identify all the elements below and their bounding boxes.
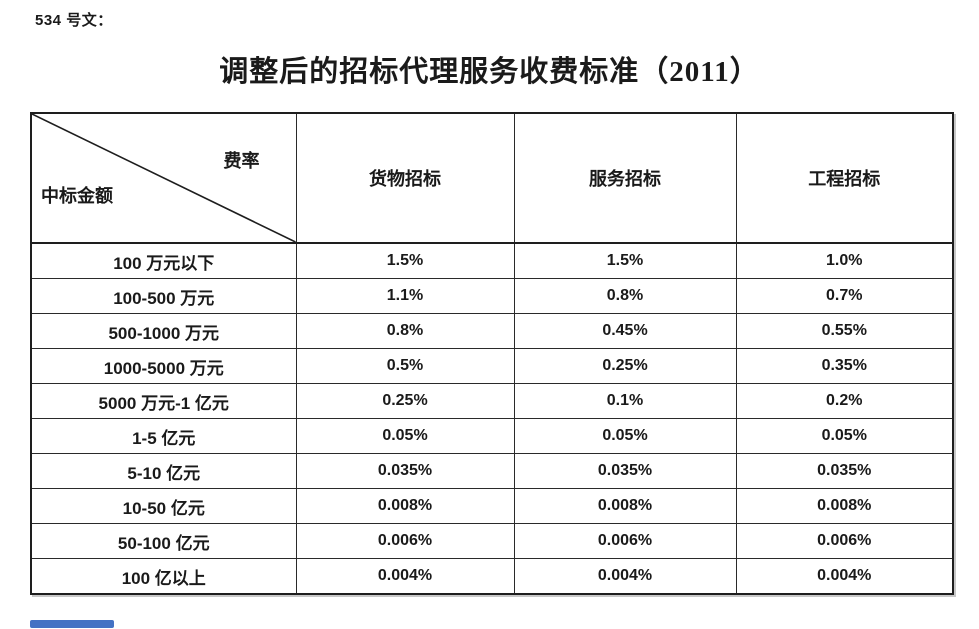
services-rate-cell: 0.8% [513, 278, 737, 314]
engineering-rate-cell: 0.7% [735, 278, 954, 314]
amount-tier-cell: 5000 万元-1 亿元 [30, 383, 297, 419]
goods-rate-cell: 0.25% [295, 383, 515, 419]
diagonal-divider-line [32, 114, 296, 242]
table-row: 100 万元以下 1.5% 1.5% 1.0% [30, 242, 954, 279]
doc-number: 534 号文： [35, 12, 113, 29]
services-rate-cell: 0.035% [513, 453, 737, 489]
table-row: 500-1000 万元 0.8% 0.45% 0.55% [30, 313, 954, 349]
goods-rate-cell: 1.5% [295, 242, 515, 279]
amount-tier-cell: 500-1000 万元 [30, 313, 297, 349]
amount-tier-cell: 100 亿以上 [30, 558, 297, 595]
table-row: 100 亿以上 0.004% 0.004% 0.004% [30, 558, 954, 595]
goods-rate-cell: 0.05% [295, 418, 515, 454]
services-rate-cell: 0.25% [513, 348, 737, 384]
goods-rate-cell: 0.008% [295, 488, 515, 524]
engineering-rate-cell: 0.55% [735, 313, 954, 349]
services-rate-cell: 0.1% [513, 383, 737, 419]
table-row: 100-500 万元 1.1% 0.8% 0.7% [30, 278, 954, 314]
services-rate-cell: 0.45% [513, 313, 737, 349]
footer-accent-bar [30, 620, 114, 628]
goods-rate-cell: 0.006% [295, 523, 515, 559]
goods-rate-cell: 0.8% [295, 313, 515, 349]
corner-label-rate: 费率 [223, 151, 260, 171]
fee-rate-table: 费率 中标金额 货物招标 服务招标 工程招标 100 万元以下 1.5% 1.5… [30, 112, 954, 595]
amount-tier-cell: 100-500 万元 [30, 278, 297, 314]
amount-tier-cell: 1000-5000 万元 [30, 348, 297, 384]
page-title: 调整后的招标代理服务收费标准（2011） [219, 56, 760, 88]
table-row: 50-100 亿元 0.006% 0.006% 0.006% [30, 523, 954, 559]
goods-rate-cell: 0.035% [295, 453, 515, 489]
engineering-rate-cell: 0.35% [735, 348, 954, 384]
engineering-rate-cell: 0.035% [735, 453, 954, 489]
amount-tier-cell: 5-10 亿元 [30, 453, 297, 489]
goods-rate-cell: 0.004% [295, 558, 515, 595]
services-rate-cell: 0.05% [513, 418, 737, 454]
goods-rate-cell: 1.1% [295, 278, 515, 314]
table-row: 10-50 亿元 0.008% 0.008% 0.008% [30, 488, 954, 524]
table-row: 5000 万元-1 亿元 0.25% 0.1% 0.2% [30, 383, 954, 419]
table-row: 5-10 亿元 0.035% 0.035% 0.035% [30, 453, 954, 489]
services-rate-cell: 0.004% [513, 558, 737, 595]
amount-tier-cell: 10-50 亿元 [30, 488, 297, 524]
corner-header-cell: 费率 中标金额 [30, 112, 297, 244]
engineering-rate-cell: 0.2% [735, 383, 954, 419]
table-row: 1000-5000 万元 0.5% 0.25% 0.35% [30, 348, 954, 384]
services-rate-cell: 0.008% [513, 488, 737, 524]
column-header-goods: 货物招标 [295, 112, 515, 244]
amount-tier-cell: 100 万元以下 [30, 242, 297, 279]
table-header-row: 费率 中标金额 货物招标 服务招标 工程招标 [30, 112, 954, 244]
engineering-rate-cell: 0.006% [735, 523, 954, 559]
corner-label-amount: 中标金额 [41, 186, 113, 206]
services-rate-cell: 1.5% [513, 242, 737, 279]
column-header-engineering: 工程招标 [735, 112, 954, 244]
column-header-services: 服务招标 [513, 112, 737, 244]
goods-rate-cell: 0.5% [295, 348, 515, 384]
amount-tier-cell: 50-100 亿元 [30, 523, 297, 559]
table-row: 1-5 亿元 0.05% 0.05% 0.05% [30, 418, 954, 454]
engineering-rate-cell: 0.004% [735, 558, 954, 595]
engineering-rate-cell: 1.0% [735, 242, 954, 279]
engineering-rate-cell: 0.008% [735, 488, 954, 524]
services-rate-cell: 0.006% [513, 523, 737, 559]
engineering-rate-cell: 0.05% [735, 418, 954, 454]
amount-tier-cell: 1-5 亿元 [30, 418, 297, 454]
